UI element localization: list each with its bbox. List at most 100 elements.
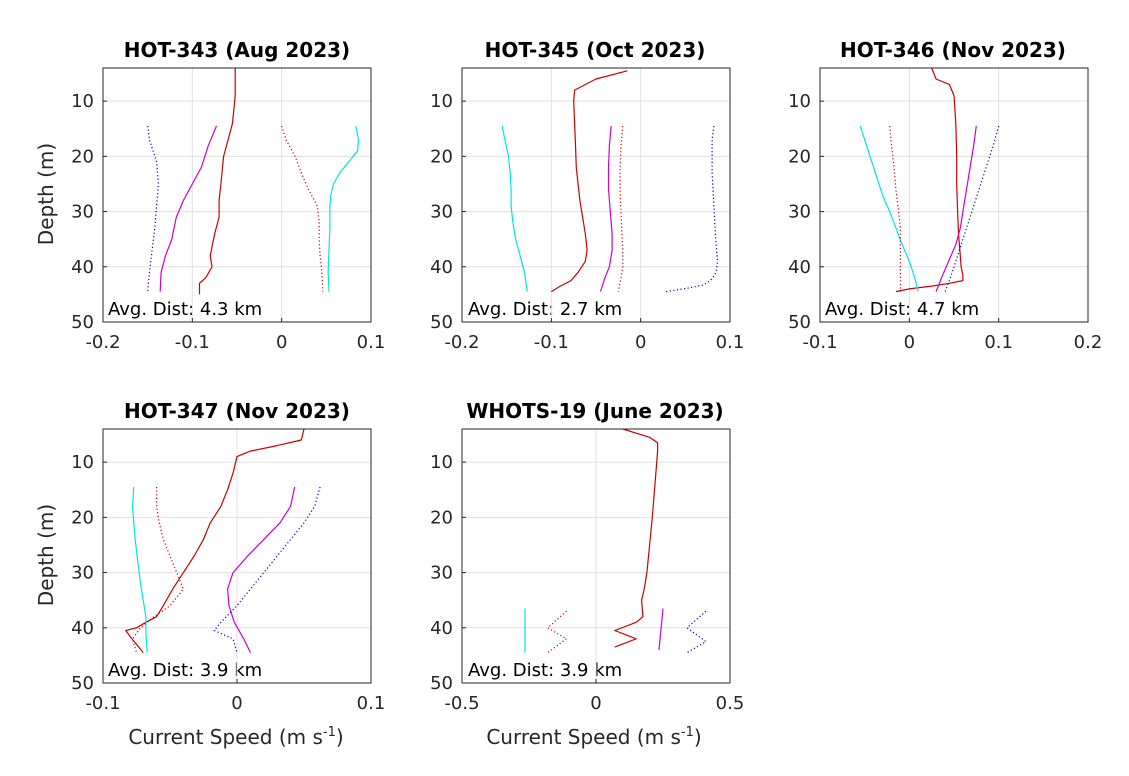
x-tick-label: -0.5 [444, 693, 479, 714]
avg-dist-annotation: Avg. Dist: 4.7 km [825, 299, 979, 320]
series-line-magenta-solid [227, 486, 296, 653]
avg-dist-annotation: Avg. Dist: 3.9 km [468, 660, 622, 681]
panel-hot-345: HOT-345 (Oct 2023) Avg. Dist: 2.7 km -0.… [430, 38, 744, 353]
axes-layer: -0.1 0 0.1 10 20 30 40 50 [71, 428, 386, 714]
y-tick-label: 10 [71, 91, 94, 112]
x-tick-label: -0.2 [444, 332, 479, 353]
x-tick-label: 0.1 [984, 332, 1013, 353]
grid-layer [102, 429, 372, 684]
series-line-blue-dotted [686, 610, 707, 654]
panel-whots-19: WHOTS-19 (June 2023) Avg. Dist: 3.9 km C… [430, 399, 744, 749]
x-axis-label: Current Speed (m s-1) [128, 725, 343, 749]
data-layer [859, 67, 1000, 293]
y-axis-label: Depth (m) [34, 504, 58, 606]
panel-title: HOT-343 (Aug 2023) [124, 38, 350, 62]
series-line-blue-dotted [213, 486, 321, 653]
y-tick-label: 30 [71, 202, 94, 223]
y-tick-label: 20 [430, 146, 453, 167]
series-line-cyan-solid [327, 125, 360, 292]
x-tick-label: 0.1 [716, 332, 745, 353]
series-line-cyan-solid [501, 125, 528, 292]
plot-frame [461, 428, 731, 684]
y-tick-label: 50 [430, 312, 453, 333]
plot-frame [819, 67, 1089, 323]
y-tick-label: 20 [788, 146, 811, 167]
grid-layer [461, 68, 731, 323]
avg-dist-annotation: Avg. Dist: 2.7 km [468, 299, 622, 320]
series-line-red-dotted [131, 487, 184, 653]
panel-title: HOT-347 (Nov 2023) [124, 399, 350, 423]
panel-title: WHOTS-19 (June 2023) [466, 399, 723, 423]
y-tick-label: 40 [71, 618, 94, 639]
axes-layer: -0.2 -0.1 0 0.1 10 20 30 40 50 [71, 67, 386, 353]
y-tick-label: 50 [430, 673, 453, 694]
axes-layer: -0.2 -0.1 0 0.1 10 20 30 40 50 [430, 67, 745, 353]
grid-layer [461, 429, 731, 684]
series-line-magenta-solid [599, 125, 613, 292]
series-line-red-solid [125, 428, 305, 653]
x-tick-label: 0 [590, 693, 601, 714]
y-tick-label: 20 [71, 507, 94, 528]
x-tick-label: 0.1 [357, 693, 386, 714]
series-line-magenta-solid [159, 125, 218, 292]
x-tick-label: -0.1 [802, 332, 837, 353]
y-tick-label: 10 [71, 452, 94, 473]
y-tick-label: 40 [71, 257, 94, 278]
y-tick-label: 50 [788, 312, 811, 333]
series-line-magenta-solid [658, 608, 664, 650]
x-tick-label: 0 [904, 332, 915, 353]
plot-frame [461, 67, 731, 323]
y-tick-label: 30 [788, 202, 811, 223]
series-line-cyan-solid [859, 125, 919, 292]
y-axis-label: Depth (m) [34, 143, 58, 245]
panel-hot-346: HOT-346 (Nov 2023) Avg. Dist: 4.7 km -0.… [788, 38, 1102, 353]
axes-layer: -0.5 0 0.5 10 20 30 40 50 [430, 428, 745, 714]
y-tick-label: 40 [430, 618, 453, 639]
grid-layer [819, 68, 1089, 323]
y-tick-label: 30 [71, 563, 94, 584]
data-layer [501, 70, 719, 293]
x-tick-label: 0 [635, 332, 646, 353]
series-line-red-dotted [889, 125, 902, 292]
y-tick-label: 40 [430, 257, 453, 278]
y-tick-label: 30 [430, 563, 453, 584]
avg-dist-annotation: Avg. Dist: 4.3 km [108, 299, 262, 320]
plot-frame [102, 67, 372, 323]
x-tick-label: -0.2 [85, 332, 120, 353]
panel-hot-343: HOT-343 (Aug 2023) Avg. Dist: 4.3 km Dep… [34, 38, 385, 353]
y-tick-label: 30 [430, 202, 453, 223]
series-line-red-solid [614, 428, 659, 648]
y-tick-label: 40 [788, 257, 811, 278]
y-tick-label: 20 [430, 507, 453, 528]
y-tick-label: 10 [430, 452, 453, 473]
y-tick-label: 50 [71, 312, 94, 333]
y-tick-label: 10 [788, 91, 811, 112]
avg-dist-annotation: Avg. Dist: 3.9 km [108, 660, 262, 681]
x-axis-label: Current Speed (m s-1) [486, 725, 701, 749]
series-line-blue-dotted [147, 125, 159, 292]
panel-title: HOT-345 (Oct 2023) [485, 38, 706, 62]
series-line-magenta-solid [935, 125, 977, 292]
series-line-red-solid [550, 70, 628, 293]
x-tick-label: -0.1 [85, 693, 120, 714]
x-tick-label: 0.2 [1074, 332, 1103, 353]
data-layer [147, 68, 360, 295]
panel-title: HOT-346 (Nov 2023) [840, 38, 1066, 62]
plot-frame [102, 428, 372, 684]
x-tick-label: -0.1 [534, 332, 569, 353]
data-layer [125, 428, 321, 653]
data-layer [524, 428, 707, 654]
x-tick-label: 0.5 [716, 693, 745, 714]
y-tick-label: 10 [430, 91, 453, 112]
x-tick-label: 0.1 [357, 332, 386, 353]
series-line-blue-dotted [665, 125, 719, 293]
series-line-cyan-solid [131, 486, 148, 653]
series-line-blue-dotted [944, 125, 1000, 292]
y-tick-label: 20 [71, 146, 94, 167]
axes-layer: -0.1 0 0.1 0.2 10 20 30 40 50 [788, 67, 1103, 353]
series-line-red-dotted [547, 610, 568, 654]
x-tick-label: -0.1 [175, 332, 210, 353]
series-line-red-solid [198, 68, 236, 295]
y-tick-label: 50 [71, 673, 94, 694]
